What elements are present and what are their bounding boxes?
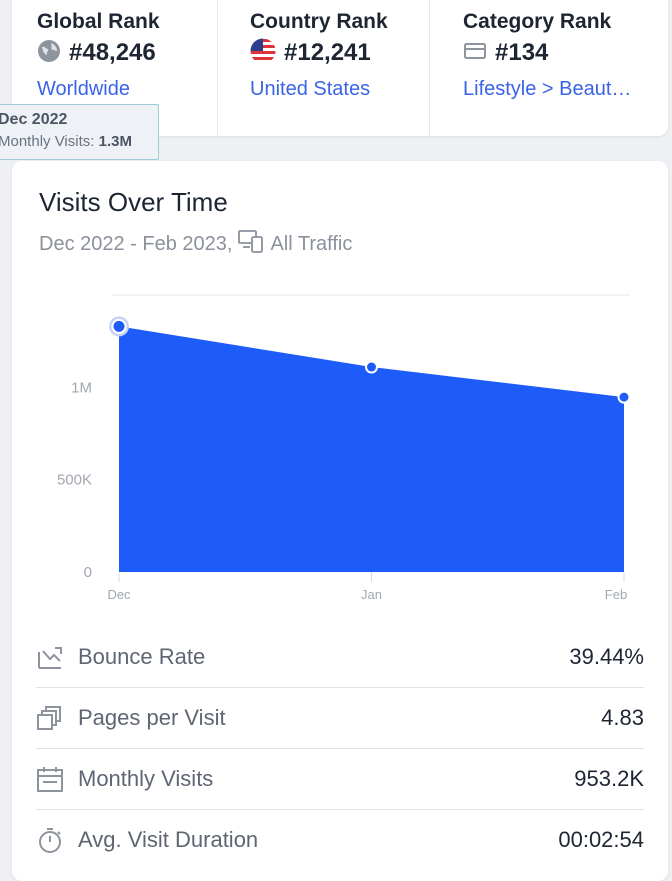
category-link[interactable]: Lifestyle > Beaut…: [463, 78, 632, 100]
category-rank-title: Category Rank: [463, 10, 612, 33]
visits-title: Visits Over Time: [39, 187, 228, 217]
metric-row-avg-visit-duration: Avg. Visit Duration 00:02:54: [36, 810, 644, 870]
global-rank-title: Global Rank: [37, 10, 160, 33]
tooltip-label: Monthly Visits:: [0, 133, 95, 150]
country-rank-value: #12,241: [284, 39, 371, 66]
category-rank-value: #134: [495, 39, 549, 66]
visits-card: Visits Over Time Dec 2022 - Feb 2023, Al…: [12, 161, 668, 881]
globe-icon: [37, 39, 61, 68]
visits-chart: 0 500K 1M Dec Jan Feb: [57, 294, 631, 602]
tooltip-title: Dec 2022: [0, 111, 68, 128]
metric-row-monthly-visits: Monthly Visits 953.2K: [36, 749, 644, 810]
stopwatch-icon: [36, 826, 64, 854]
data-point[interactable]: [365, 360, 378, 374]
country-rank: Country Rank #12,241 United States: [217, 0, 430, 136]
united-states-link[interactable]: United States: [250, 78, 371, 100]
metric-row-bounce-rate: Bounce Rate 39.44%: [36, 627, 644, 688]
x-tick-label: Dec: [107, 587, 131, 602]
x-tick-label: Feb: [605, 587, 627, 602]
metric-value: 4.83: [601, 705, 644, 730]
global-rank: Global Rank #48,246 Worldwide: [12, 0, 217, 136]
metric-label: Monthly Visits: [78, 766, 214, 791]
data-point[interactable]: [617, 390, 631, 404]
visits-area: [119, 326, 624, 572]
ranks-card: Global Rank #48,246 Worldwide Country Ra…: [12, 0, 668, 136]
tooltip-value: 1.3M: [98, 133, 132, 150]
y-tick-label: 0: [84, 564, 92, 581]
category-rank: Category Rank #134 Lifestyle > Beaut…: [429, 0, 669, 136]
data-point[interactable]: [111, 318, 127, 334]
metric-value: 953.2K: [574, 766, 644, 791]
chart-tooltip: Dec 2022 Monthly Visits: 1.3M: [0, 104, 159, 160]
pages-icon: [36, 704, 64, 732]
global-rank-value: #48,246: [69, 39, 156, 66]
us-flag-icon: [250, 38, 276, 69]
worldwide-link[interactable]: Worldwide: [37, 78, 130, 100]
metric-label: Avg. Visit Duration: [78, 827, 259, 852]
y-tick-label: 1M: [71, 379, 92, 396]
visits-subtitle: Dec 2022 - Feb 2023, All Traffic: [39, 229, 352, 259]
x-tick-label: Jan: [361, 587, 382, 602]
metric-label: Pages per Visit: [78, 705, 226, 730]
category-icon: [463, 39, 487, 68]
tooltip-line: Monthly Visits: 1.3M: [0, 133, 152, 150]
devices-icon: [238, 229, 264, 259]
metric-row-pages-per-visit: Pages per Visit 4.83: [36, 688, 644, 749]
metric-value: 39.44%: [569, 644, 644, 669]
traffic-type: All Traffic: [270, 232, 353, 255]
metric-value: 00:02:54: [558, 827, 644, 852]
y-tick-label: 500K: [57, 472, 92, 489]
country-rank-title: Country Rank: [250, 10, 388, 33]
metric-label: Bounce Rate: [78, 644, 206, 669]
bounce-rate-icon: [36, 643, 64, 671]
calendar-icon: [36, 765, 64, 793]
date-range: Dec 2022 - Feb 2023,: [39, 232, 233, 255]
